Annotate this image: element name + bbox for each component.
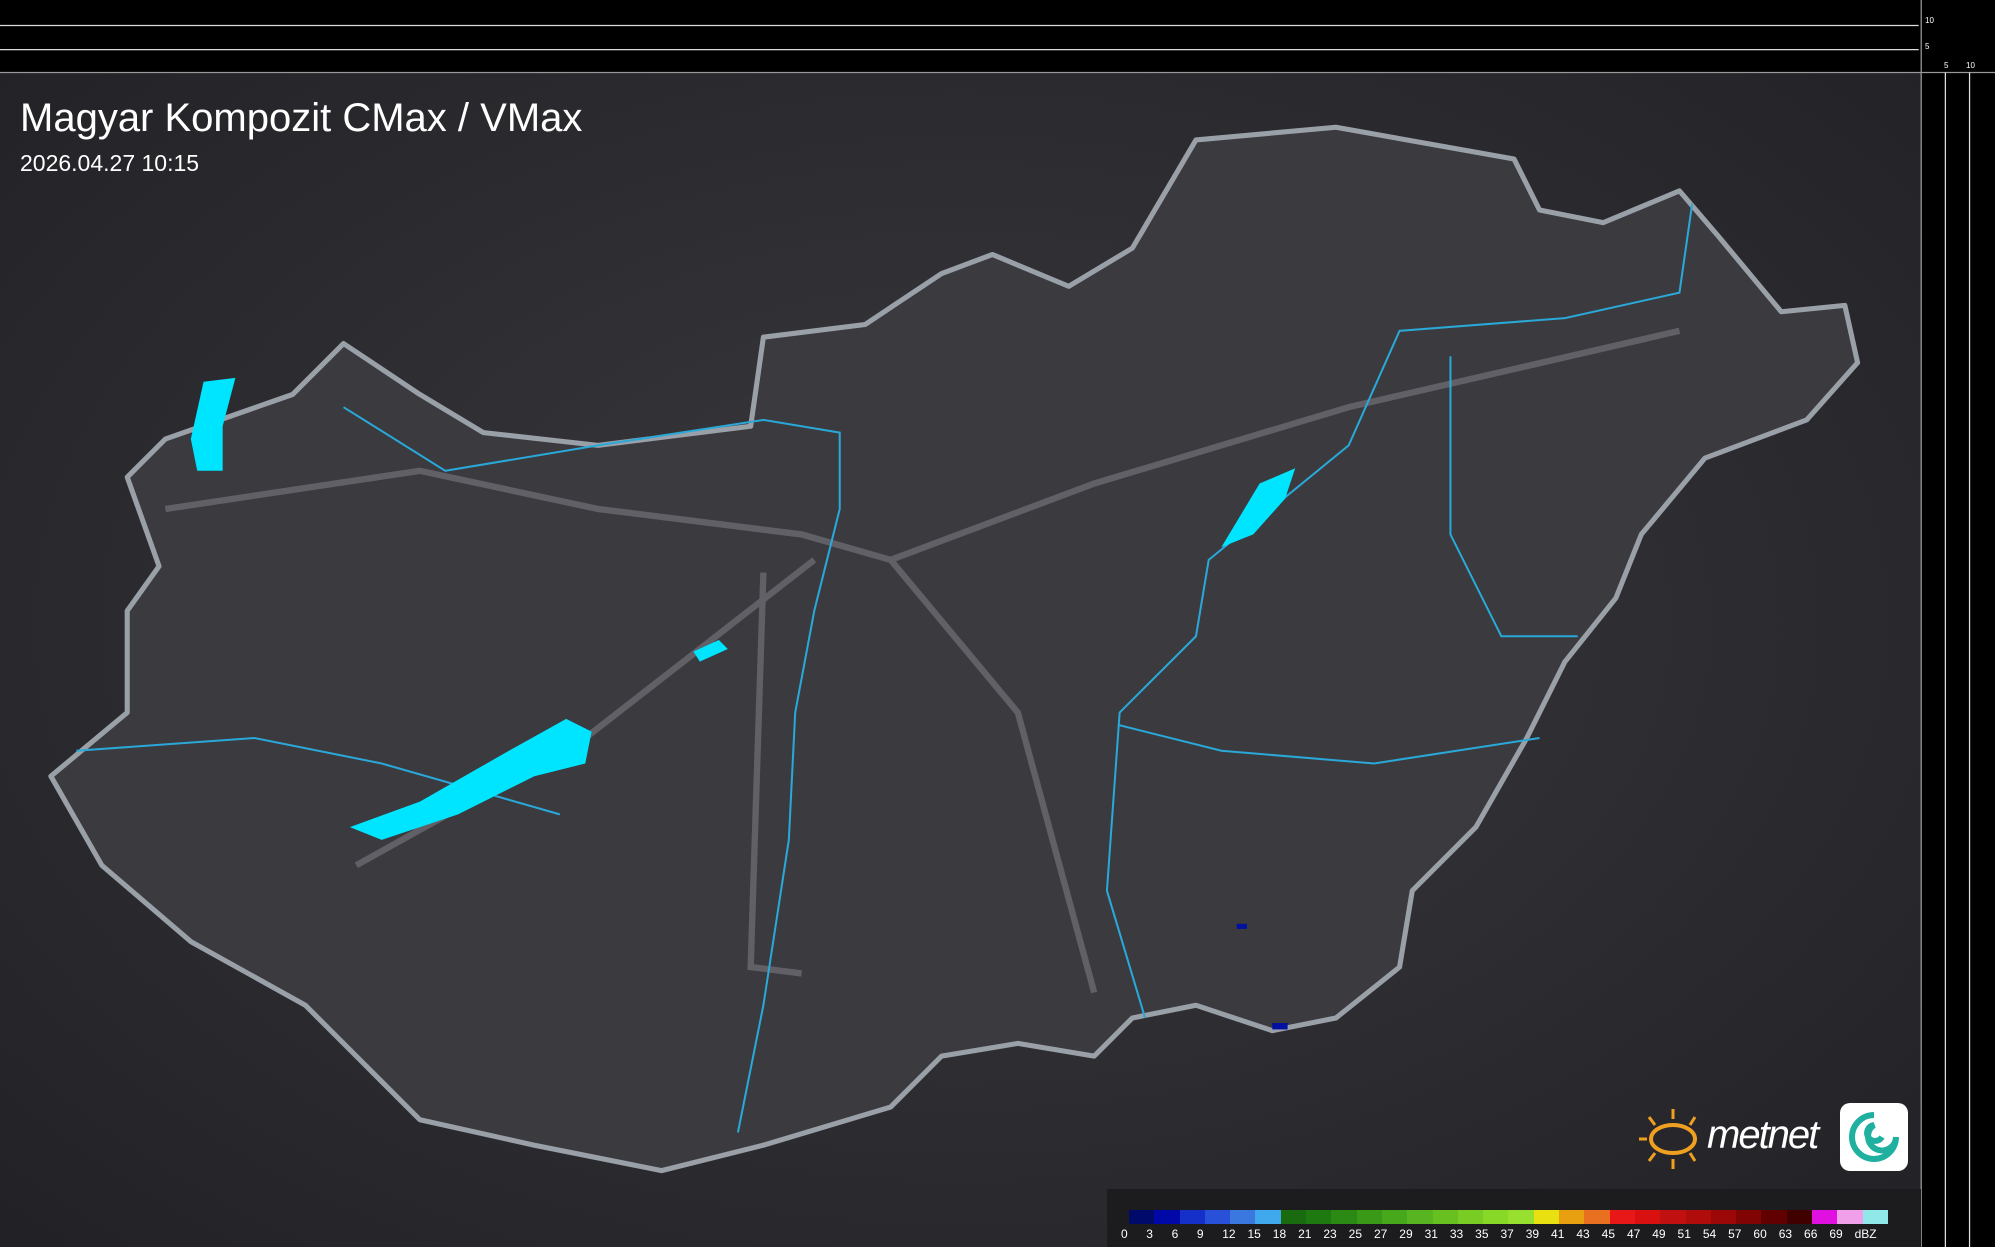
legend-swatch <box>1129 1210 1155 1224</box>
sun-icon <box>1639 1109 1697 1169</box>
legend-swatch <box>1381 1210 1408 1224</box>
legend-swatch <box>1533 1210 1560 1224</box>
legend-label: 0 <box>1121 1227 1128 1241</box>
legend-swatch <box>1736 1210 1762 1224</box>
right-strip <box>1921 0 1995 1247</box>
lake-neusiedl <box>190 377 236 471</box>
scale-label-h10: 10 <box>1966 61 1975 70</box>
legend-label: 45 <box>1601 1227 1615 1241</box>
legend-label: 54 <box>1702 1227 1717 1241</box>
map-title: Magyar Kompozit CMax / VMax <box>20 96 583 140</box>
legend-swatch <box>1559 1210 1585 1224</box>
legend-swatch <box>1761 1210 1787 1224</box>
legend-swatch <box>1280 1210 1307 1224</box>
legend-label: 31 <box>1424 1227 1438 1241</box>
legend-label: 41 <box>1551 1227 1565 1241</box>
legend-swatch <box>1204 1210 1231 1224</box>
legend-swatch <box>1457 1210 1484 1224</box>
scale-label-v10: 10 <box>1925 16 1934 25</box>
legend-label: 23 <box>1323 1227 1337 1241</box>
hungary-border <box>48 124 1861 1174</box>
legend-label: 49 <box>1652 1227 1666 1241</box>
legend-swatch <box>1609 1210 1635 1224</box>
logo-text: metnet <box>1707 1113 1819 1157</box>
legend-swatch <box>1483 1210 1509 1224</box>
legend-swatch <box>1255 1210 1281 1224</box>
legend-swatch <box>1710 1210 1737 1224</box>
legend-label: 3 <box>1146 1227 1153 1241</box>
legend-label: 43 <box>1576 1227 1590 1241</box>
lake-velence <box>693 640 728 662</box>
legend-swatch <box>1837 1210 1863 1224</box>
legend-label: 29 <box>1399 1227 1413 1241</box>
lake-balaton <box>349 718 592 840</box>
legend-swatch <box>1786 1210 1813 1224</box>
legend-label: 39 <box>1525 1227 1540 1241</box>
legend-label: 35 <box>1475 1227 1489 1241</box>
legend-swatch <box>1432 1210 1458 1224</box>
legend-swatch <box>1584 1210 1610 1224</box>
legend-swatch <box>1508 1210 1534 1224</box>
legend-swatch <box>1660 1210 1686 1224</box>
legend-label: 6 <box>1171 1227 1179 1241</box>
legend-swatch <box>1306 1210 1332 1224</box>
legend-label: 18 <box>1272 1227 1287 1241</box>
legend-swatch <box>1230 1210 1256 1224</box>
legend-unit: dBZ <box>1854 1227 1877 1241</box>
legend-swatch <box>1331 1210 1357 1224</box>
legend-swatch <box>1634 1210 1661 1224</box>
legend-color-bar <box>1129 1210 1888 1224</box>
lake-tisza <box>1221 468 1296 548</box>
legend-label: 12 <box>1222 1227 1236 1241</box>
legend-swatch <box>1154 1210 1180 1224</box>
legend-swatch <box>1179 1210 1205 1224</box>
legend-swatch <box>1862 1210 1888 1224</box>
legend-label: 21 <box>1298 1227 1312 1241</box>
scale-label-h5: 5 <box>1944 61 1949 70</box>
lakes <box>190 377 1296 840</box>
legend-label: 33 <box>1449 1227 1464 1241</box>
legend-label: 15 <box>1247 1227 1261 1241</box>
top-strip <box>0 0 1922 73</box>
legend-swatch <box>1685 1210 1711 1224</box>
legend-label: 25 <box>1348 1227 1363 1241</box>
legend-label: 60 <box>1753 1227 1767 1241</box>
metnet-logo: metnet <box>1635 1103 1908 1175</box>
scale-label-v5: 5 <box>1925 42 1930 51</box>
legend-label: 37 <box>1500 1227 1514 1241</box>
legend-label: 47 <box>1626 1227 1641 1241</box>
legend-label: 27 <box>1373 1227 1388 1241</box>
legend-label: 69 <box>1829 1227 1843 1241</box>
dbz-legend: 0 3 6 9 12 15 18 21 23 25 27 29 31 33 35 37 39 41 43 45 47 49… <box>1107 1189 1921 1247</box>
legend-label: 63 <box>1778 1227 1793 1241</box>
legend-label: 66 <box>1804 1227 1818 1241</box>
legend-swatch <box>1356 1210 1382 1224</box>
legend-swatch <box>1812 1210 1838 1224</box>
swirl-icon <box>1840 1103 1908 1171</box>
legend-label: 9 <box>1196 1227 1204 1241</box>
map-timestamp: 2026.04.27 10:15 <box>20 150 200 176</box>
radar-echoes <box>1236 923 1288 1030</box>
legend-label: 51 <box>1677 1227 1691 1241</box>
legend-label: 57 <box>1728 1227 1742 1241</box>
legend-swatch <box>1407 1210 1433 1224</box>
legend-labels: 0 3 6 9 12 15 18 21 23 25 27 29 31 33 35 37 39 41 43 45 47 49… <box>1121 1227 1880 1241</box>
